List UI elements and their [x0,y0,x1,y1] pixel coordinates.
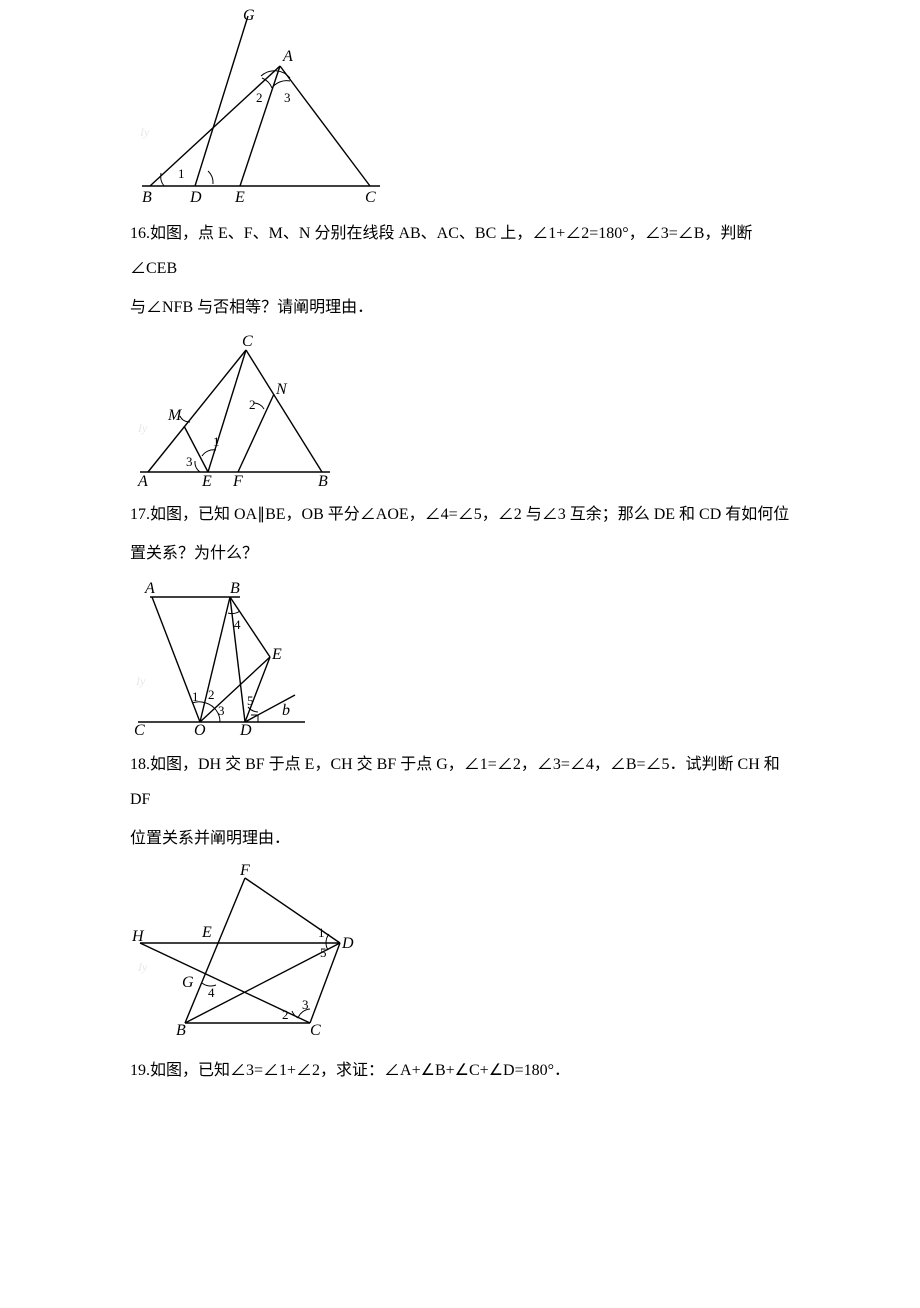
label-G: G [243,7,255,24]
label-E: E [234,189,245,206]
figure-18: Iy F [130,863,790,1043]
label-B: B [318,473,328,487]
label-C: C [310,1022,321,1039]
watermark: Iy [137,960,148,974]
label-n1: 1 [318,925,325,940]
figure-16: Iy C M N A E F B 1 2 [130,332,790,487]
label-b: b [282,702,290,719]
label-n3: 3 [302,997,309,1012]
label-B: B [176,1022,186,1039]
label-C: C [242,333,253,350]
label-D: D [341,935,354,952]
label-1: 1 [178,166,185,181]
page: Iy G A B D E C 1 2 3 [0,6,920,1308]
watermark: Iy [135,674,146,688]
label-E: E [201,924,212,941]
label-D: D [189,189,202,206]
label-E: E [271,646,282,663]
label-C: C [365,189,376,206]
label-n5: 5 [247,693,254,708]
q19-text: 19.如图，已知∠3=∠1+∠2，求证：∠A+∠B+∠C+∠D=180°． [130,1053,790,1088]
label-3: 3 [284,90,291,105]
label-n4: 4 [234,617,241,632]
label-H: H [131,928,145,945]
figure-15: Iy G A B D E C 1 2 3 [130,6,790,206]
label-n3: 3 [186,454,193,469]
label-A: A [137,473,148,487]
q16-line2: 与∠NFB 与否相等？请阐明理由． [130,290,790,325]
label-n3: 3 [218,703,225,718]
q18-line1: 18.如图，DH 交 BF 于点 E，CH 交 BF 于点 G，∠1=∠2，∠3… [130,747,790,817]
figure-17: Iy [130,577,790,737]
label-n2: 2 [249,397,256,412]
label-2: 2 [256,90,263,105]
label-n2: 2 [282,1007,289,1022]
label-C: C [134,722,145,737]
label-F: F [232,473,243,487]
label-n4: 4 [208,985,215,1000]
label-G: G [182,974,194,991]
watermark: Iy [139,125,150,139]
label-n5: 5 [320,945,327,960]
label-A: A [144,580,155,597]
label-n1: 1 [213,434,220,449]
label-n1: 1 [192,689,199,704]
label-B: B [230,580,240,597]
q17-line1: 17.如图，已知 OA∥BE，OB 平分∠AOE，∠4=∠5，∠2 与∠3 互余… [130,497,790,532]
label-A: A [282,48,293,65]
label-F: F [239,863,250,879]
label-n2: 2 [208,687,215,702]
watermark: Iy [137,421,148,435]
label-M: M [167,407,183,424]
q16-line1: 16.如图，点 E、F、M、N 分别在线段 AB、AC、BC 上，∠1+∠2=1… [130,216,790,286]
q17-line2: 置关系？为什么？ [130,536,790,571]
label-E: E [201,473,212,487]
label-N: N [275,381,288,398]
label-O: O [194,722,206,737]
label-D: D [239,722,252,737]
q18-line2: 位置关系并阐明理由． [130,821,790,856]
label-B: B [142,189,152,206]
